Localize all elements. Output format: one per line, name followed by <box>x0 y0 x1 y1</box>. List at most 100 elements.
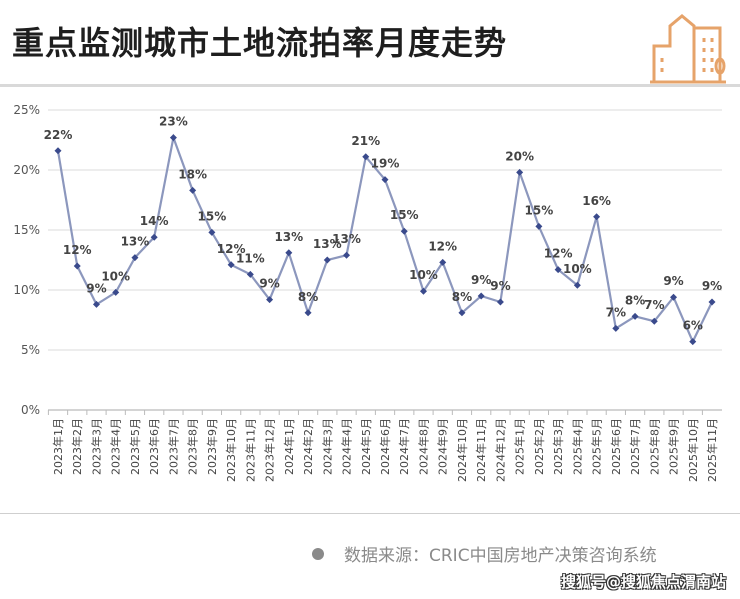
x-tick-label: 2025年9月 <box>667 418 681 475</box>
x-tick-label: 2025年10月 <box>686 418 700 482</box>
data-label: 10% <box>563 262 592 276</box>
data-point <box>92 300 100 308</box>
x-tick-label: 2024年1月 <box>282 418 296 475</box>
data-point <box>227 261 235 269</box>
data-label: 9% <box>471 273 491 287</box>
data-label: 7% <box>644 298 664 312</box>
bullet-icon <box>312 547 324 560</box>
data-label: 19% <box>371 157 400 171</box>
x-tick-label: 2023年12月 <box>263 418 277 482</box>
line-chart: 0% 5% 10% 15% 20% 25% 2023年1月 2023年2月 2023年3月 202… <box>13 103 722 482</box>
y-tick-label: 25% <box>13 103 40 117</box>
data-label: 21% <box>351 134 380 148</box>
data-point <box>304 309 312 317</box>
x-tick-label: 2023年9月 <box>205 418 219 475</box>
data-point <box>189 186 197 194</box>
data-label: 10% <box>101 269 130 283</box>
data-point <box>535 222 543 230</box>
data-label: 7% <box>606 305 626 319</box>
data-label: 12% <box>63 243 92 257</box>
x-tick-label: 2024年4月 <box>340 418 354 475</box>
x-tick-label: 2024年3月 <box>320 418 334 475</box>
x-tick-label: 2024年10月 <box>455 418 469 482</box>
data-point <box>285 249 293 257</box>
data-point <box>458 309 466 317</box>
data-point <box>516 168 524 176</box>
data-label: 9% <box>490 279 510 293</box>
x-tick-label: 2025年8月 <box>647 418 661 475</box>
x-tick-label: 2025年11月 <box>705 418 719 482</box>
data-label: 9% <box>259 277 279 291</box>
data-label: 18% <box>178 167 207 181</box>
data-point <box>650 317 658 325</box>
x-tick-label: 2025年1月 <box>513 418 527 475</box>
data-label: 9% <box>663 274 683 288</box>
footer-divider <box>0 513 740 514</box>
x-tick-label: 2023年10月 <box>224 418 238 482</box>
data-label: 10% <box>409 268 438 282</box>
data-label: 8% <box>298 290 318 304</box>
x-tick-label: 2023年8月 <box>186 418 200 475</box>
data-point <box>54 147 62 155</box>
data-label: 13% <box>121 235 150 249</box>
data-point <box>573 281 581 289</box>
data-point <box>496 298 504 306</box>
data-point <box>400 227 408 235</box>
x-tick-label: 2024年9月 <box>436 418 450 475</box>
data-label: 9% <box>702 279 722 293</box>
y-tick-label: 5% <box>21 343 40 357</box>
data-label: 12% <box>428 239 457 253</box>
x-tick-label: 2025年6月 <box>609 418 623 475</box>
data-point <box>419 287 427 295</box>
x-tick-label: 2024年2月 <box>301 418 315 475</box>
city-buildings-icon <box>650 14 726 84</box>
watermark: 搜狐号@搜狐焦点渭南站 <box>560 573 726 591</box>
data-point <box>112 288 120 296</box>
data-point <box>670 293 678 301</box>
page-title: 重点监测城市土地流拍率月度走势 <box>12 24 508 62</box>
data-label: 13% <box>332 232 361 246</box>
data-label: 14% <box>140 214 169 228</box>
x-tick-label: 2025年2月 <box>532 418 546 475</box>
data-point <box>631 312 639 320</box>
x-tick-label: 2024年7月 <box>397 418 411 475</box>
x-tick-label: 2023年1月 <box>51 418 65 475</box>
data-point <box>131 254 139 262</box>
data-label: 9% <box>86 281 106 295</box>
x-tick-label: 2023年2月 <box>70 418 84 475</box>
y-tick-label: 0% <box>21 403 40 417</box>
y-tick-label: 15% <box>13 223 40 237</box>
data-label: 13% <box>274 230 303 244</box>
data-label: 16% <box>582 194 611 208</box>
data-point <box>246 270 254 278</box>
x-tick-label: 2024年11月 <box>474 418 488 482</box>
y-tick-label: 20% <box>13 163 40 177</box>
x-tick-label: 2024年12月 <box>493 418 507 482</box>
data-point <box>343 251 351 259</box>
data-point <box>689 338 697 346</box>
x-tick-label: 2024年6月 <box>378 418 392 475</box>
x-tick-label: 2025年7月 <box>628 418 642 475</box>
data-label: 15% <box>525 203 554 217</box>
data-label: 15% <box>390 208 419 222</box>
data-label: 15% <box>198 209 227 223</box>
data-point <box>381 176 389 184</box>
data-source: 数据来源：CRIC中国房地产决策咨询系统 <box>312 541 657 566</box>
x-tick-label: 2023年7月 <box>166 418 180 475</box>
data-point <box>593 213 601 221</box>
data-point <box>169 134 177 142</box>
source-text: 数据来源：CRIC中国房地产决策咨询系统 <box>344 546 657 566</box>
data-point <box>362 153 370 161</box>
data-point <box>612 324 620 332</box>
data-point <box>323 256 331 264</box>
data-point <box>73 262 81 270</box>
data-point <box>477 292 485 300</box>
data-label: 11% <box>236 251 265 265</box>
x-tick-label: 2024年5月 <box>359 418 373 475</box>
data-point <box>208 228 216 236</box>
data-label: 23% <box>159 115 188 129</box>
data-label: 13% <box>313 237 342 251</box>
data-label: 22% <box>44 128 73 142</box>
data-point <box>266 296 274 304</box>
x-tick-label: 2024年8月 <box>416 418 430 475</box>
